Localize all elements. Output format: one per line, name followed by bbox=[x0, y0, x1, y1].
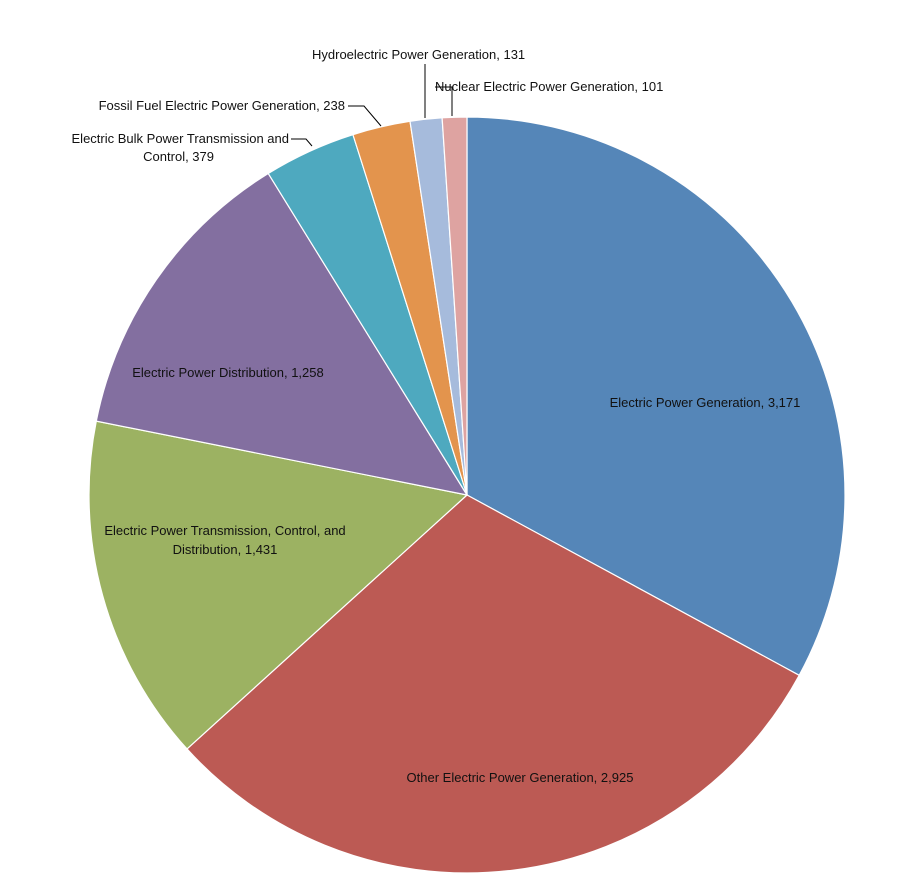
leader-line-fossil-fuel-electric-power-generation bbox=[348, 105, 382, 127]
slice-label-hydroelectric-power-generation: Hydroelectric Power Generation, 131 bbox=[312, 47, 525, 62]
slice-label-line: Electric Bulk Power Transmission and bbox=[72, 131, 289, 146]
slice-label-line: Distribution, 1,431 bbox=[173, 542, 278, 557]
slice-label-line: Fossil Fuel Electric Power Generation, 2… bbox=[99, 98, 345, 113]
pie-slice-electric-power-transmission-control-and-distribution bbox=[88, 420, 469, 750]
pie-slice-electric-power-distribution bbox=[95, 172, 469, 496]
leader-line-electric-bulk-power-transmission-and-control bbox=[291, 138, 313, 147]
slice-label-line: Hydroelectric Power Generation, 131 bbox=[312, 47, 525, 62]
slice-label-other-electric-power-generation: Other Electric Power Generation, 2,925 bbox=[407, 770, 634, 785]
slice-label-electric-power-distribution: Electric Power Distribution, 1,258 bbox=[132, 365, 323, 380]
slice-label-electric-power-generation: Electric Power Generation, 3,171 bbox=[610, 395, 801, 410]
slice-label-line: Electric Power Generation, 3,171 bbox=[610, 395, 801, 410]
slice-label-line: Electric Power Distribution, 1,258 bbox=[132, 365, 323, 380]
pie-slice-nuclear-electric-power-generation bbox=[441, 116, 468, 496]
slice-label-electric-power-transmission-control-and-distribution: Electric Power Transmission, Control, an… bbox=[104, 523, 345, 557]
leader-line-nuclear-electric-power-generation bbox=[435, 86, 453, 116]
pie-slice-other-electric-power-generation bbox=[186, 494, 801, 874]
slice-label-line: Control, 379 bbox=[143, 149, 214, 164]
slice-label-line: Nuclear Electric Power Generation, 101 bbox=[435, 79, 663, 94]
slice-label-nuclear-electric-power-generation: Nuclear Electric Power Generation, 101 bbox=[435, 79, 663, 94]
pie-slice-electric-power-generation bbox=[466, 116, 846, 677]
slice-label-electric-bulk-power-transmission-and-control: Electric Bulk Power Transmission and Cont… bbox=[72, 131, 289, 164]
slice-labels: Electric Power Generation, 3,171 Other El… bbox=[72, 47, 801, 785]
leader-lines bbox=[291, 64, 453, 147]
slice-label-line: Other Electric Power Generation, 2,925 bbox=[407, 770, 634, 785]
slice-label-fossil-fuel-electric-power-generation: Fossil Fuel Electric Power Generation, 2… bbox=[99, 98, 345, 113]
pie-slices bbox=[88, 116, 846, 874]
slice-label-line: Electric Power Transmission, Control, an… bbox=[104, 523, 345, 538]
